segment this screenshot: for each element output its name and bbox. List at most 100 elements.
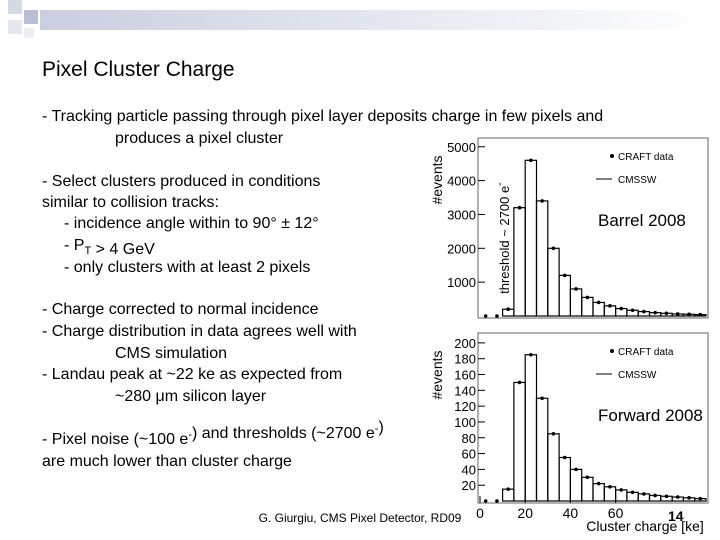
superscript: - <box>375 423 379 435</box>
body-line: - only clusters with at least 2 pixels <box>64 259 310 276</box>
y-tick-label: 120 <box>454 399 476 414</box>
legend-entry: CMSSW <box>618 175 657 186</box>
histogram-bar <box>569 468 583 502</box>
data-point <box>675 312 680 316</box>
text-segment: ) and thresholds (~2700 e <box>192 425 375 442</box>
body-line: ~280 μm silicon layer <box>115 388 267 405</box>
deco-square <box>24 10 38 24</box>
data-point <box>596 481 601 486</box>
footer: G. Giurgiu, CMS Pixel Detector, RD09 <box>259 511 462 525</box>
x-tick-label: 20 <box>517 505 533 521</box>
data-point <box>698 496 703 501</box>
data-point <box>585 295 590 300</box>
data-point <box>687 496 691 500</box>
data-point <box>483 314 488 318</box>
histogram-bar <box>581 476 594 502</box>
body-line: - Tracking particle passing through pixe… <box>42 108 603 125</box>
x-tick-label: 0 <box>476 505 484 521</box>
plot-frame <box>477 137 709 319</box>
data-point <box>506 487 511 491</box>
data-point <box>675 495 680 499</box>
histogram-bar <box>603 486 617 502</box>
histogram-bar <box>569 288 583 317</box>
data-point <box>517 380 522 385</box>
legend-marker <box>610 349 614 353</box>
data-point <box>506 307 511 312</box>
data-point <box>664 311 669 316</box>
data-point <box>495 314 499 318</box>
data-point <box>619 488 624 492</box>
deco-square <box>8 0 22 14</box>
data-point <box>653 310 657 315</box>
y-tick-label: 5000 <box>447 140 476 155</box>
histogram-bar <box>513 381 526 502</box>
data-point <box>653 493 657 498</box>
y-tick-label: 2000 <box>447 241 476 256</box>
data-point <box>551 432 556 436</box>
y-tick-label: 60 <box>462 447 476 462</box>
data-point <box>562 455 567 460</box>
superscript: - <box>494 182 506 186</box>
data-point <box>630 308 635 313</box>
data-point <box>608 484 612 489</box>
data-point <box>574 467 578 472</box>
y-tick-label: 180 <box>454 352 476 367</box>
decoration <box>8 0 720 38</box>
data-point <box>540 199 544 203</box>
y-tick-label: 40 <box>462 462 476 477</box>
histogram-bar <box>524 159 538 317</box>
body-line: - Charge distribution in data agrees wel… <box>42 323 357 340</box>
y-axis-label: #events <box>429 350 445 399</box>
text-segment: ) <box>378 419 383 436</box>
body-line: - Select clusters produced in conditions <box>42 173 320 190</box>
data-point <box>664 494 669 499</box>
text-segment: - P <box>64 237 84 254</box>
data-point <box>495 499 499 503</box>
histogram-bar <box>558 456 571 502</box>
legend-entry: CMSSW <box>618 370 657 381</box>
data-point <box>551 246 556 251</box>
histogram-bar <box>592 483 605 502</box>
histogram-bar <box>524 354 538 502</box>
body-line: - Pixel noise (~100 e-) and thresholds (… <box>42 419 384 448</box>
data-point <box>517 205 522 210</box>
data-point <box>574 287 578 291</box>
y-tick-label: 100 <box>454 415 476 430</box>
legend-entry: CRAFT data <box>618 347 674 358</box>
body-line: - Charge corrected to normal incidence <box>42 301 319 318</box>
data-point <box>529 352 533 357</box>
body-line: - incidence angle within to 90° ± 12° <box>64 215 319 232</box>
subscript: T <box>84 245 91 257</box>
y-tick-label: 20 <box>462 478 476 493</box>
data-point <box>642 492 646 496</box>
superscript: - <box>188 429 192 441</box>
y-tick-label: 4000 <box>447 174 476 189</box>
y-tick-label: 200 <box>454 336 476 351</box>
data-point <box>698 312 703 317</box>
text-segment: threshold ~ 2700 e <box>497 186 512 294</box>
y-tick-label: 1000 <box>447 275 476 290</box>
histogram-bar <box>592 301 605 317</box>
y-tick-label: 3000 <box>447 207 476 222</box>
plot-annotation: Barrel 2008 <box>598 211 686 230</box>
x-tick-label: 40 <box>563 505 579 521</box>
deco-square <box>8 20 22 34</box>
plot-annotation: Forward 2008 <box>598 406 703 425</box>
header-bar <box>40 10 720 30</box>
body-line: produces a pixel cluster <box>115 130 284 147</box>
x-tick-label: 60 <box>608 505 624 521</box>
histogram-bar <box>558 274 571 317</box>
body-line: - PT > 4 GeV <box>64 237 155 258</box>
y-tick-label: 140 <box>454 383 476 398</box>
data-point <box>540 396 544 401</box>
y-tick-label: 80 <box>462 431 476 446</box>
legend-marker <box>610 154 614 158</box>
data-point <box>619 306 624 311</box>
histogram-bar <box>547 247 560 317</box>
data-point <box>630 490 635 495</box>
body-line: CMS simulation <box>115 345 227 362</box>
data-point <box>483 499 488 503</box>
x-axis-label: Cluster charge [ke] <box>586 518 704 534</box>
histogram-bar <box>535 200 549 317</box>
